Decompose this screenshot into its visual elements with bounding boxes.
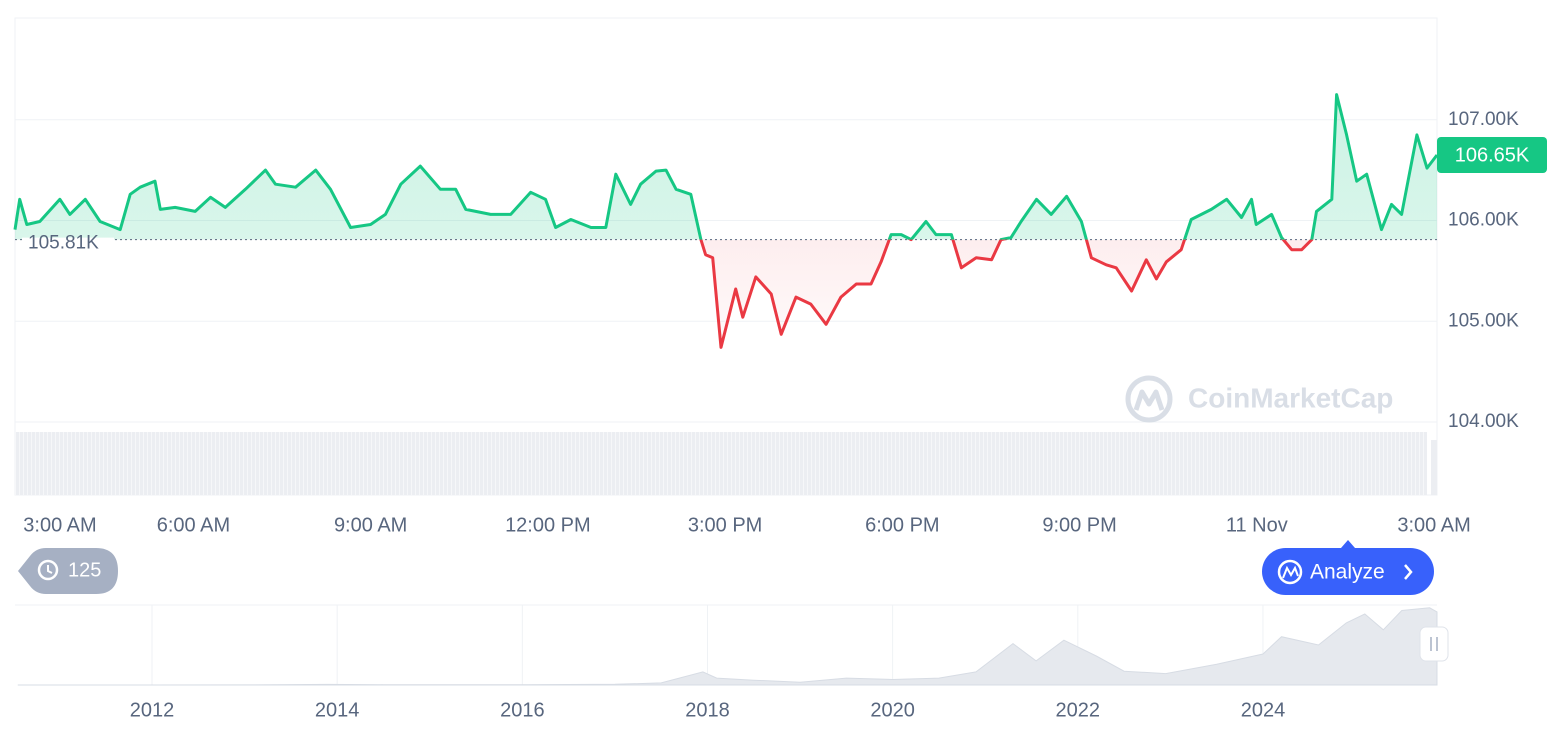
analyze-label: Analyze xyxy=(1310,561,1385,584)
x-tick-label: 2012 xyxy=(130,699,175,721)
navigator-handle[interactable] xyxy=(1419,626,1449,662)
last-price-label: 106.65K xyxy=(1455,144,1530,166)
baseline-label-bg xyxy=(22,237,114,264)
x-tick-label: 3:00 AM xyxy=(1397,514,1470,536)
y-tick-label: 104.00K xyxy=(1448,411,1519,432)
history-pill[interactable]: 125 xyxy=(18,548,118,594)
area-down xyxy=(15,239,1437,348)
price-line-up xyxy=(13,93,1439,240)
x-tick-label: 9:00 PM xyxy=(1042,514,1116,536)
x-tick-label: 12:00 PM xyxy=(505,514,591,536)
x-tick-label: 6:00 PM xyxy=(865,514,939,536)
y-tick-label: 105.00K xyxy=(1448,310,1519,331)
baseline-label: 105.81K xyxy=(28,233,99,254)
history-count: 125 xyxy=(68,559,101,581)
y-tick-label: 106.00K xyxy=(1448,210,1519,231)
analyze-button[interactable]: Analyze xyxy=(1262,540,1434,595)
y-tick-label: 107.00K xyxy=(1448,109,1519,130)
x-tick-label: 2018 xyxy=(685,699,730,721)
x-tick-label: 2014 xyxy=(315,699,360,721)
price-line-down xyxy=(699,239,1314,349)
main-chart: 104.00K 105.00K 106.00K 107.00K 3:00 AM 6:00 … xyxy=(13,93,1547,536)
watermark-text: CoinMarketCap xyxy=(1188,382,1393,413)
x-tick-label: 6:00 AM xyxy=(157,514,230,536)
x-tick-label: 9:00 AM xyxy=(334,514,407,536)
volume-bars xyxy=(15,432,1427,495)
x-tick-label: 11 Nov xyxy=(1226,514,1288,536)
x-tick-label: 2016 xyxy=(500,699,545,721)
navigator: 2012 2014 2016 2018 2020 2022 2024 xyxy=(15,604,1438,721)
x-tick-label: 2020 xyxy=(870,699,915,721)
x-tick-label: 3:00 PM xyxy=(688,514,762,536)
x-tick-label: 3:00 AM xyxy=(23,514,96,536)
volume-bar xyxy=(1431,440,1437,495)
area-up xyxy=(15,94,1437,240)
navigator-area xyxy=(17,607,1438,686)
x-tick-label: 2022 xyxy=(1056,699,1101,721)
x-tick-label: 2024 xyxy=(1241,699,1286,721)
last-price-badge xyxy=(1437,137,1547,174)
watermark: CoinMarketCap xyxy=(1125,375,1393,423)
